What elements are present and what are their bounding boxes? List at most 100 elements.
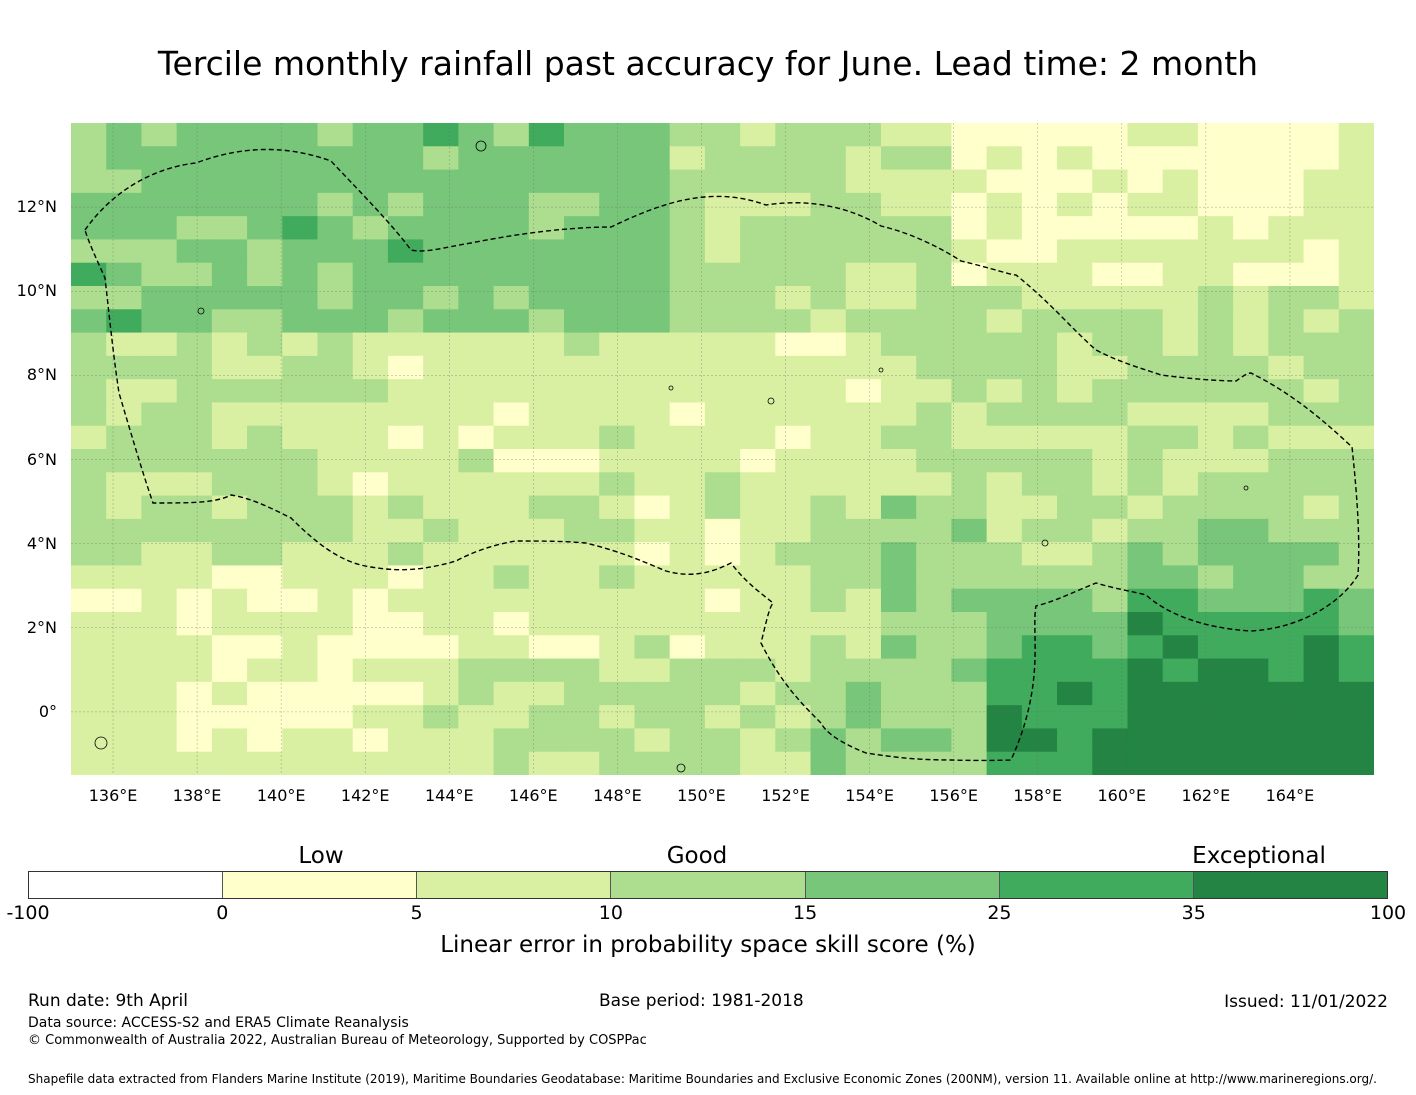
grid-cell [704, 239, 741, 264]
grid-cell [1268, 635, 1305, 660]
grid-cell [528, 565, 565, 590]
grid-cell [810, 146, 847, 171]
grid-cell [282, 239, 319, 264]
grid-cell [1057, 379, 1093, 404]
grid-cell [352, 751, 389, 775]
grid-cell [106, 146, 143, 171]
grid-cell [106, 542, 143, 567]
grid-cell [1092, 472, 1129, 497]
grid-cell [71, 146, 107, 171]
grid-cell [880, 728, 917, 753]
grid-cell [423, 355, 459, 380]
grid-cell [845, 681, 882, 706]
grid-cell [387, 728, 424, 753]
grid-cell [1092, 705, 1129, 730]
grid-cell [1303, 472, 1340, 497]
grid-cell [352, 123, 389, 147]
grid-cell [493, 192, 530, 217]
grid-cell [1127, 239, 1164, 264]
grid-cell [704, 495, 741, 520]
grid-cell [880, 402, 917, 427]
latitude-label: 6°N [26, 449, 57, 469]
grid-cell [951, 588, 988, 613]
grid-cell [1092, 309, 1129, 334]
grid-cell [986, 565, 1023, 590]
grid-cell [423, 402, 459, 427]
grid-cell [916, 751, 953, 775]
grid-cell [634, 681, 671, 706]
grid-cell [1021, 169, 1058, 194]
grid-cell [176, 146, 213, 171]
grid-cell [141, 192, 178, 217]
grid-cell [880, 286, 917, 310]
grid-cell [352, 169, 389, 194]
grid-cell [528, 495, 565, 520]
grid-cell [1268, 728, 1305, 753]
grid-cell [211, 612, 248, 636]
grid-cell [1092, 216, 1129, 241]
grid-cell [387, 542, 424, 567]
grid-cell [352, 379, 389, 404]
grid-cell [916, 286, 953, 310]
grid-cell [564, 169, 600, 194]
grid-cell [387, 379, 424, 404]
grid-cell [106, 379, 143, 404]
colorbar-segment [999, 872, 1194, 898]
data-source: Data source: ACCESS-S2 and ERA5 Climate … [28, 1015, 409, 1031]
grid-cell [704, 123, 741, 147]
grid-cell [1127, 588, 1164, 613]
grid-cell [1162, 495, 1199, 520]
grid-cell [423, 495, 459, 520]
grid-cell [1162, 565, 1199, 590]
grid-cell [1233, 495, 1269, 520]
grid-cell [1057, 449, 1093, 473]
grid-cell [528, 588, 565, 613]
grid-cell [775, 146, 812, 171]
grid-cell [282, 262, 319, 287]
grid-cell [352, 518, 389, 543]
grid-cell [423, 612, 459, 636]
colorbar-tick-label: 25 [987, 902, 1012, 924]
grid-cell [1092, 728, 1129, 753]
grid-cell [528, 239, 565, 264]
grid-cell [986, 192, 1023, 217]
grid-cell [986, 495, 1023, 520]
grid-cell [845, 705, 882, 730]
grid-cell [493, 449, 530, 473]
grid-cell [740, 658, 776, 683]
grid-cell [1338, 169, 1374, 194]
grid-cell [704, 449, 741, 473]
island-outline [94, 736, 108, 750]
grid-cell [1197, 169, 1234, 194]
grid-cell [704, 169, 741, 194]
grid-cell [106, 309, 143, 334]
grid-cell [1338, 123, 1374, 147]
grid-cell [986, 262, 1023, 287]
grid-cell [211, 355, 248, 380]
grid-cell [387, 495, 424, 520]
grid-cell [528, 216, 565, 241]
grid-cell [1021, 728, 1058, 753]
grid-cell [211, 123, 248, 147]
grid-cell [775, 449, 812, 473]
grid-cell [458, 518, 495, 543]
grid-cell [352, 286, 389, 310]
grid-cell [458, 286, 495, 310]
grid-cell [951, 612, 988, 636]
grid-cell [1127, 425, 1164, 450]
grid-cell [810, 728, 847, 753]
grid-cell [951, 681, 988, 706]
grid-cell [810, 542, 847, 567]
grid-cell [387, 425, 424, 450]
grid-cell [317, 169, 354, 194]
grid-cell [423, 425, 459, 450]
island-outline [197, 307, 205, 315]
grid-cell [71, 332, 107, 357]
grid-cell [564, 123, 600, 147]
grid-cell [1057, 728, 1093, 753]
grid-cell [599, 355, 636, 380]
grid-cell [282, 658, 319, 683]
grid-cell [1338, 286, 1374, 310]
grid-cell [247, 449, 283, 473]
grid-cell [528, 425, 565, 450]
